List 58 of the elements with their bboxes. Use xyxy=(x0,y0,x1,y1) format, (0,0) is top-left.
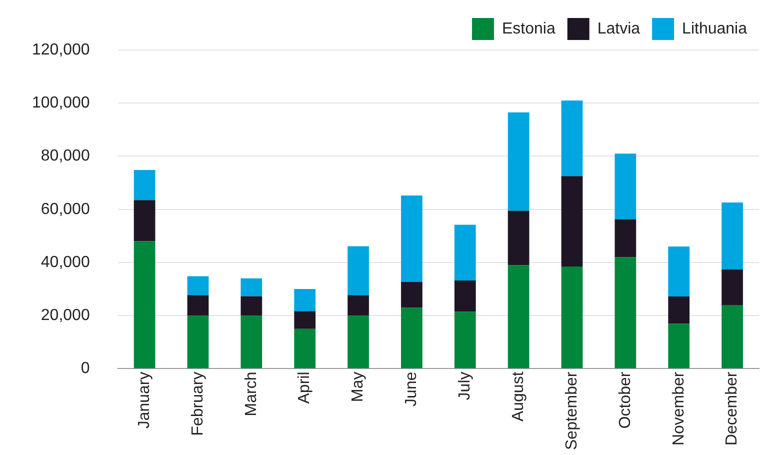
bar xyxy=(187,276,209,296)
bar xyxy=(668,246,690,296)
x-tick-label: December xyxy=(724,371,741,446)
bar xyxy=(614,257,636,368)
bar xyxy=(614,154,636,220)
bar xyxy=(401,282,422,308)
bar xyxy=(668,296,690,324)
bar xyxy=(454,312,476,368)
bar xyxy=(508,265,530,368)
bar xyxy=(454,224,476,281)
x-tick-label: August xyxy=(510,371,527,422)
legend-label: Lithuania xyxy=(682,20,748,38)
x-tick-label: July xyxy=(456,372,474,400)
x-tick-label: March xyxy=(242,372,260,416)
y-tick-label: 20,000 xyxy=(40,307,90,324)
bar xyxy=(348,316,369,368)
bar xyxy=(240,316,262,368)
bar xyxy=(187,316,209,368)
x-tick-label: September xyxy=(563,371,580,450)
bar xyxy=(294,328,316,368)
bar xyxy=(240,296,262,316)
bar xyxy=(668,324,690,368)
x-tick-label: May xyxy=(350,372,367,402)
bar xyxy=(454,280,476,312)
legend-label: Estonia xyxy=(502,20,556,38)
y-tick-label: 60,000 xyxy=(40,200,90,218)
bar xyxy=(134,170,156,200)
bar xyxy=(722,202,743,270)
y-tick-label: 40,000 xyxy=(40,254,90,271)
bar xyxy=(187,295,209,316)
bar xyxy=(561,176,583,266)
bar xyxy=(561,100,583,176)
y-tick-label: 80,000 xyxy=(40,148,90,165)
y-tick-label: 0 xyxy=(80,360,90,378)
y-tick-label: 100,000 xyxy=(32,94,90,112)
bar xyxy=(134,241,156,368)
x-tick-label: January xyxy=(136,372,153,429)
bar xyxy=(561,266,583,368)
y-tick-label: 120,000 xyxy=(32,41,90,58)
x-tick-label: February xyxy=(189,372,206,436)
bar xyxy=(722,304,743,368)
bar xyxy=(294,289,316,312)
legend-label: Latvia xyxy=(597,20,640,38)
bar xyxy=(401,308,422,368)
x-tick-label: April xyxy=(296,372,314,404)
bar xyxy=(614,219,636,258)
bar xyxy=(401,196,422,282)
bar xyxy=(508,210,530,266)
bar xyxy=(348,246,369,296)
bar xyxy=(508,112,530,211)
bar xyxy=(240,278,262,296)
bar xyxy=(134,200,156,242)
bar xyxy=(294,311,316,329)
x-tick-label: October xyxy=(616,371,634,429)
x-tick-label: June xyxy=(403,372,420,406)
x-tick-label: November xyxy=(670,371,688,446)
bar xyxy=(722,269,743,305)
bar xyxy=(348,295,369,316)
